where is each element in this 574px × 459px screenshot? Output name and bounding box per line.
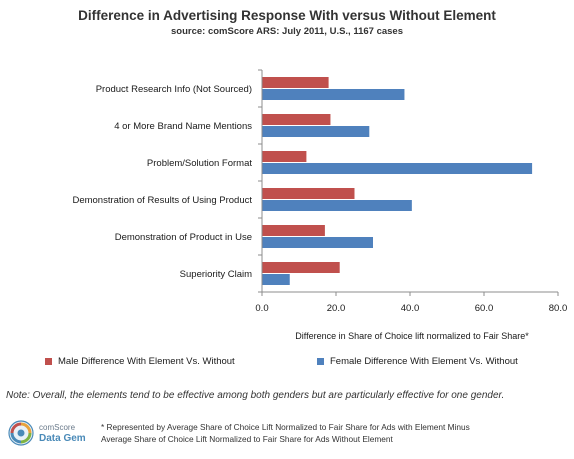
legend-label-female: Female Difference With Element Vs. Witho…: [330, 356, 518, 367]
bar-male-3: [262, 188, 355, 199]
bar-female-5: [262, 274, 290, 285]
bar-male-4: [262, 225, 325, 236]
legend-swatch-female: [317, 358, 324, 365]
bar-female-3: [262, 200, 412, 211]
footnote-line-1: * Represented by Average Share of Choice…: [101, 422, 470, 432]
bar-male-2: [262, 151, 307, 162]
bar-male-0: [262, 77, 329, 88]
bar-male-1: [262, 114, 331, 125]
logo-text-product: Data Gem: [39, 433, 86, 444]
x-axis-label: Difference in Share of Choice lift norma…: [295, 331, 529, 341]
chart-subtitle: source: comScore ARS: July 2011, U.S., 1…: [171, 26, 403, 37]
x-tick-label-0: 0.0: [255, 303, 268, 314]
x-tick-label-3: 60.0: [475, 303, 494, 314]
category-label-0: Product Research Info (Not Sourced): [96, 84, 252, 95]
footnote-line-2: Average Share of Choice Lift Normalized …: [101, 434, 393, 444]
category-label-2: Problem/Solution Format: [147, 158, 252, 169]
comscore-logo-icon: [8, 420, 34, 446]
bar-chart: Product Research Info (Not Sourced) 4 or …: [72, 69, 568, 314]
note-text: Note: Overall, the elements tend to be e…: [6, 390, 505, 401]
x-tick-label-1: 20.0: [327, 303, 346, 314]
logo-text-brand: comScore: [39, 423, 76, 432]
footnote: * Represented by Average Share of Choice…: [101, 421, 571, 445]
legend: Male Difference With Element Vs. Without…: [0, 356, 574, 370]
bar-male-5: [262, 262, 340, 273]
chart-title: Difference in Advertising Response With …: [78, 8, 496, 23]
comscore-logo: comScore Data Gem: [8, 420, 98, 450]
category-label-1: 4 or More Brand Name Mentions: [114, 121, 252, 132]
bar-female-0: [262, 89, 405, 100]
legend-item-male: Male Difference With Element Vs. Without: [45, 356, 235, 367]
x-tick-label-2: 40.0: [401, 303, 420, 314]
bar-female-4: [262, 237, 373, 248]
category-label-3: Demonstration of Results of Using Produc…: [72, 195, 252, 206]
bar-female-1: [262, 126, 370, 137]
legend-label-male: Male Difference With Element Vs. Without: [58, 356, 235, 367]
x-tick-label-4: 80.0: [549, 303, 568, 314]
bar-female-2: [262, 163, 533, 174]
legend-swatch-male: [45, 358, 52, 365]
category-label-4: Demonstration of Product in Use: [115, 232, 252, 243]
category-label-5: Superiority Claim: [180, 269, 252, 280]
legend-item-female: Female Difference With Element Vs. Witho…: [317, 356, 518, 367]
